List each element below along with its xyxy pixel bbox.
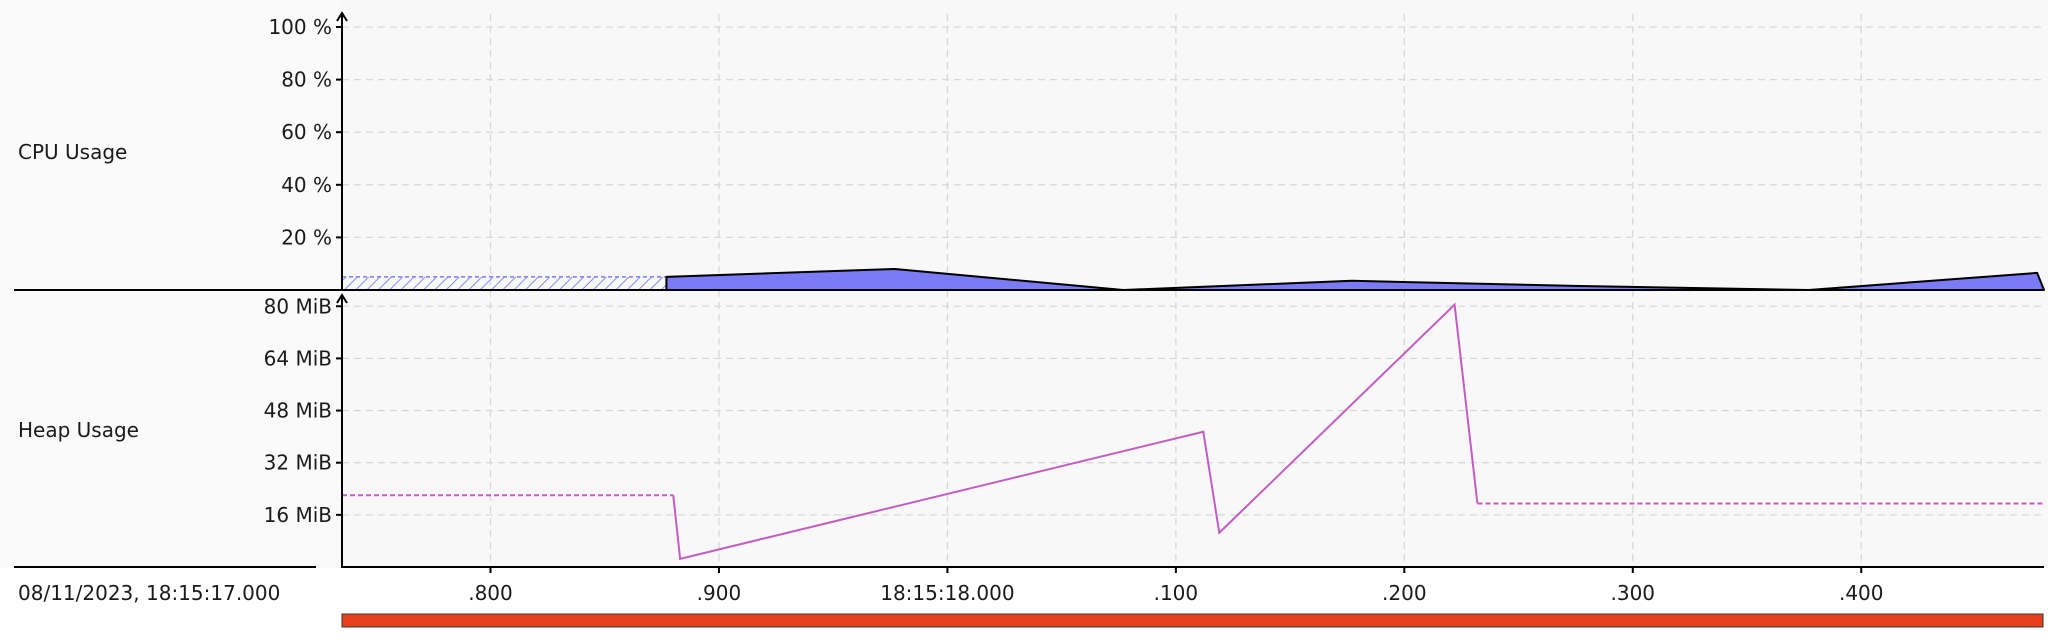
x-tick-label: .100 (1154, 581, 1199, 605)
cpu-estimated-area (341, 276, 668, 291)
x-tick-label: .200 (1382, 581, 1427, 605)
y-tick-label: 20 % (281, 225, 332, 249)
x-tick-label: 18:15:18.000 (880, 581, 1014, 605)
x-tick-label: .300 (1611, 581, 1656, 605)
y-tick-label: 40 % (281, 173, 332, 197)
y-tick-label: 60 % (281, 120, 332, 144)
heap-line (672, 302, 1479, 561)
cpu-area (665, 267, 2045, 291)
time-range-bar[interactable] (341, 613, 2044, 628)
heap-y-axis: 16 MiB 32 MiB 48 MiB 64 MiB 80 MiB (264, 294, 342, 527)
time-axis-ticks: .800 .900 18:15:18.000 .100 .200 .300 .400 (468, 567, 1884, 605)
y-tick-label: 80 MiB (264, 294, 332, 318)
time-start-label: 08/11/2023, 18:15:17.000 (18, 581, 280, 605)
cpu-row-label: CPU Usage (18, 140, 127, 164)
x-tick-label: .800 (468, 581, 513, 605)
label-column-background (0, 0, 340, 568)
heap-axis-arrow-icon (336, 293, 348, 304)
y-tick-label: 100 % (268, 15, 332, 39)
y-tick-label: 64 MiB (264, 346, 332, 370)
cpu-axis-arrow-icon (336, 11, 348, 22)
heap-series (342, 302, 2044, 561)
heap-row-label: Heap Usage (18, 418, 139, 442)
x-tick-label: .400 (1839, 581, 1884, 605)
cpu-series (341, 267, 2045, 291)
y-tick-label: 32 MiB (264, 451, 332, 475)
x-tick-label: .900 (697, 581, 742, 605)
y-tick-label: 80 % (281, 68, 332, 92)
y-tick-label: 16 MiB (264, 503, 332, 527)
y-tick-label: 48 MiB (264, 399, 332, 423)
